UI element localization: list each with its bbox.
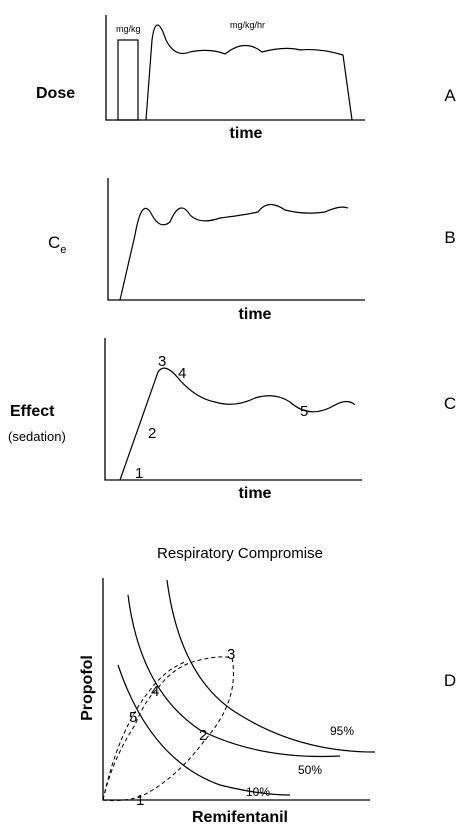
axes [104,338,362,481]
point-label: 5 [129,709,137,726]
point-label: 3 [158,353,166,370]
isobole-50 [127,594,341,758]
axes [105,15,365,121]
panel-c: Effect (sedation) 1 2 3 4 5 time C [8,338,456,502]
point-label: 4 [178,365,186,382]
axes [102,578,370,801]
panel-b: Ce time B [48,178,456,323]
ce-curve [119,203,349,301]
point-label: 4 [151,683,159,700]
curve-label: 10% [246,785,270,799]
curve-label: 50% [298,763,322,777]
axes [107,178,365,301]
panel-a: mg/kg mg/kg/hr Dose time A [36,15,456,142]
point-label: 2 [148,425,156,442]
x-label: time [230,125,263,142]
point-label: 5 [300,403,308,420]
annotation: mg/kg [116,24,141,34]
isobole-10 [117,664,291,796]
y-label-sub: e [60,244,66,256]
y-label: Dose [36,85,75,102]
panel-letter: A [444,86,456,105]
isobole-95 [166,579,376,753]
trajectory-inner [102,661,186,801]
y-label: Propofol [79,655,96,721]
x-label: Remifentanil [192,809,288,826]
panel-title: Respiratory Compromise [157,545,323,562]
x-label: time [239,485,272,502]
y-label-main: C [48,233,60,252]
curve-label: 95% [330,724,354,738]
bolus-rect [117,39,139,121]
y-label: Effect [10,403,55,420]
effect-curve [119,367,356,481]
panel-d: Respiratory Compromise 95% 50% 10% 1 2 3… [79,545,456,826]
point-label: 3 [227,646,235,663]
point-label: 1 [135,465,143,482]
y-label: Ce [48,233,66,256]
dose-curve [145,24,353,121]
annotation: mg/kg/hr [230,20,265,30]
x-label: time [239,306,272,323]
point-label: 1 [136,792,144,809]
point-label: 2 [199,727,207,744]
panel-letter: B [444,228,455,247]
y-label-note: (sedation) [8,429,66,444]
panel-letter: C [444,394,456,413]
trajectory-loop [102,656,234,802]
panel-letter: D [444,671,456,690]
